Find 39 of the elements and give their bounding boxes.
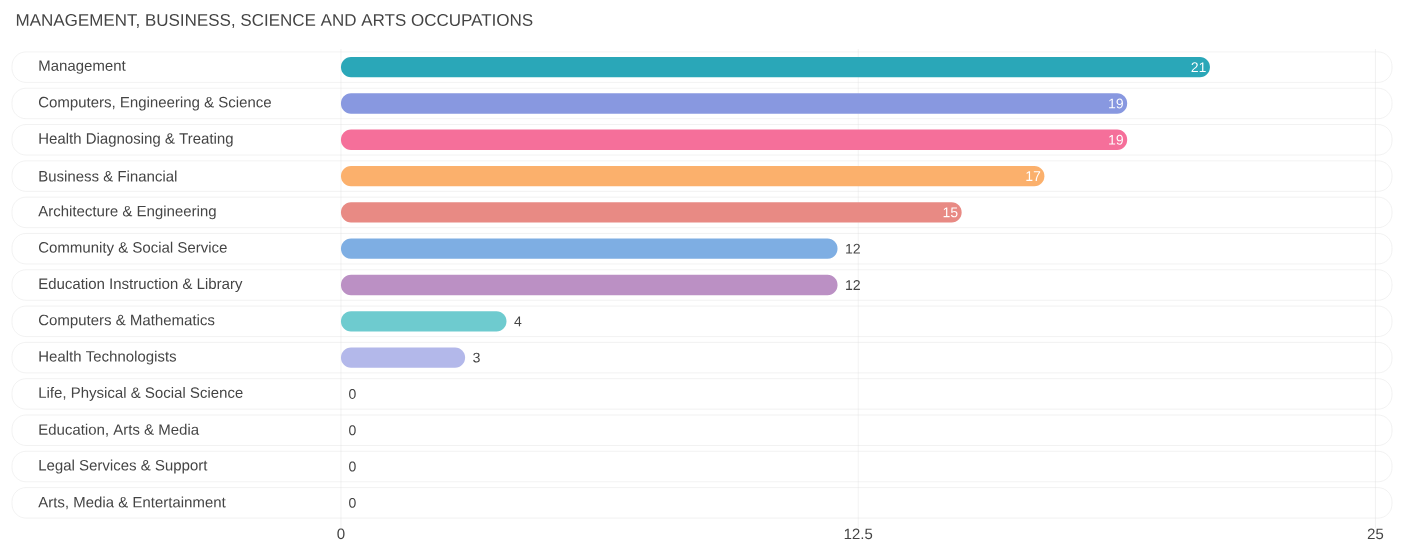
bar — [340, 165, 1045, 187]
data-label: 19 — [1109, 98, 1123, 109]
bar — [340, 129, 1128, 150]
chart-title: MANAGEMENT, BUSINESS, SCIENCE AND ARTS OCCUPATIONS — [16, 13, 533, 29]
bar — [340, 238, 838, 259]
bar — [340, 202, 962, 223]
y-tick-label: Legal Services & Support — [39, 459, 208, 474]
bar — [340, 93, 1128, 114]
y-tick-label: Health Diagnosing & Treating — [39, 132, 233, 147]
y-tick-label: Education Instruction & Library — [39, 278, 243, 292]
data-label: 17 — [1026, 171, 1041, 181]
y-tick-label: Arts, Media & Entertainment — [38, 496, 226, 510]
y-tick-label: Business & Financial — [39, 170, 177, 182]
bar — [340, 311, 507, 332]
y-tick-label: Education, Arts & Media — [39, 423, 200, 437]
bar — [340, 56, 1210, 78]
data-label: 12 — [846, 243, 860, 254]
data-label: 0 — [349, 461, 356, 472]
data-label: 3 — [473, 352, 480, 363]
y-tick-label: Computers, Engineering & Science — [38, 96, 271, 111]
data-label: 12 — [846, 280, 860, 290]
data-label: 15 — [943, 207, 958, 218]
data-label: 21 — [1191, 62, 1206, 73]
y-tick-label: Management — [39, 60, 126, 74]
y-tick-label: Architecture & Engineering — [38, 205, 216, 220]
y-tick-label: Computers & Mathematics — [38, 314, 215, 329]
data-label: 0 — [349, 497, 356, 508]
y-tick-label: Health Technologists — [39, 350, 177, 365]
data-label: 0 — [349, 425, 356, 436]
x-tick-label: 12.5 — [844, 528, 873, 540]
y-tick-label: Life, Physical & Social Science — [39, 386, 243, 401]
data-label: 19 — [1109, 134, 1123, 145]
y-tick-label: Community & Social Service — [38, 241, 227, 256]
data-label: 4 — [514, 316, 522, 327]
bar — [340, 347, 466, 368]
x-tick-label: 25 — [1367, 528, 1384, 540]
bar — [340, 274, 838, 296]
x-tick-label: 0 — [337, 528, 345, 540]
data-label: 0 — [349, 388, 356, 399]
